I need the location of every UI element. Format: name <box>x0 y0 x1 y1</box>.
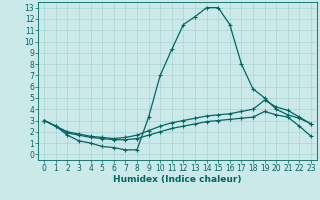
X-axis label: Humidex (Indice chaleur): Humidex (Indice chaleur) <box>113 175 242 184</box>
